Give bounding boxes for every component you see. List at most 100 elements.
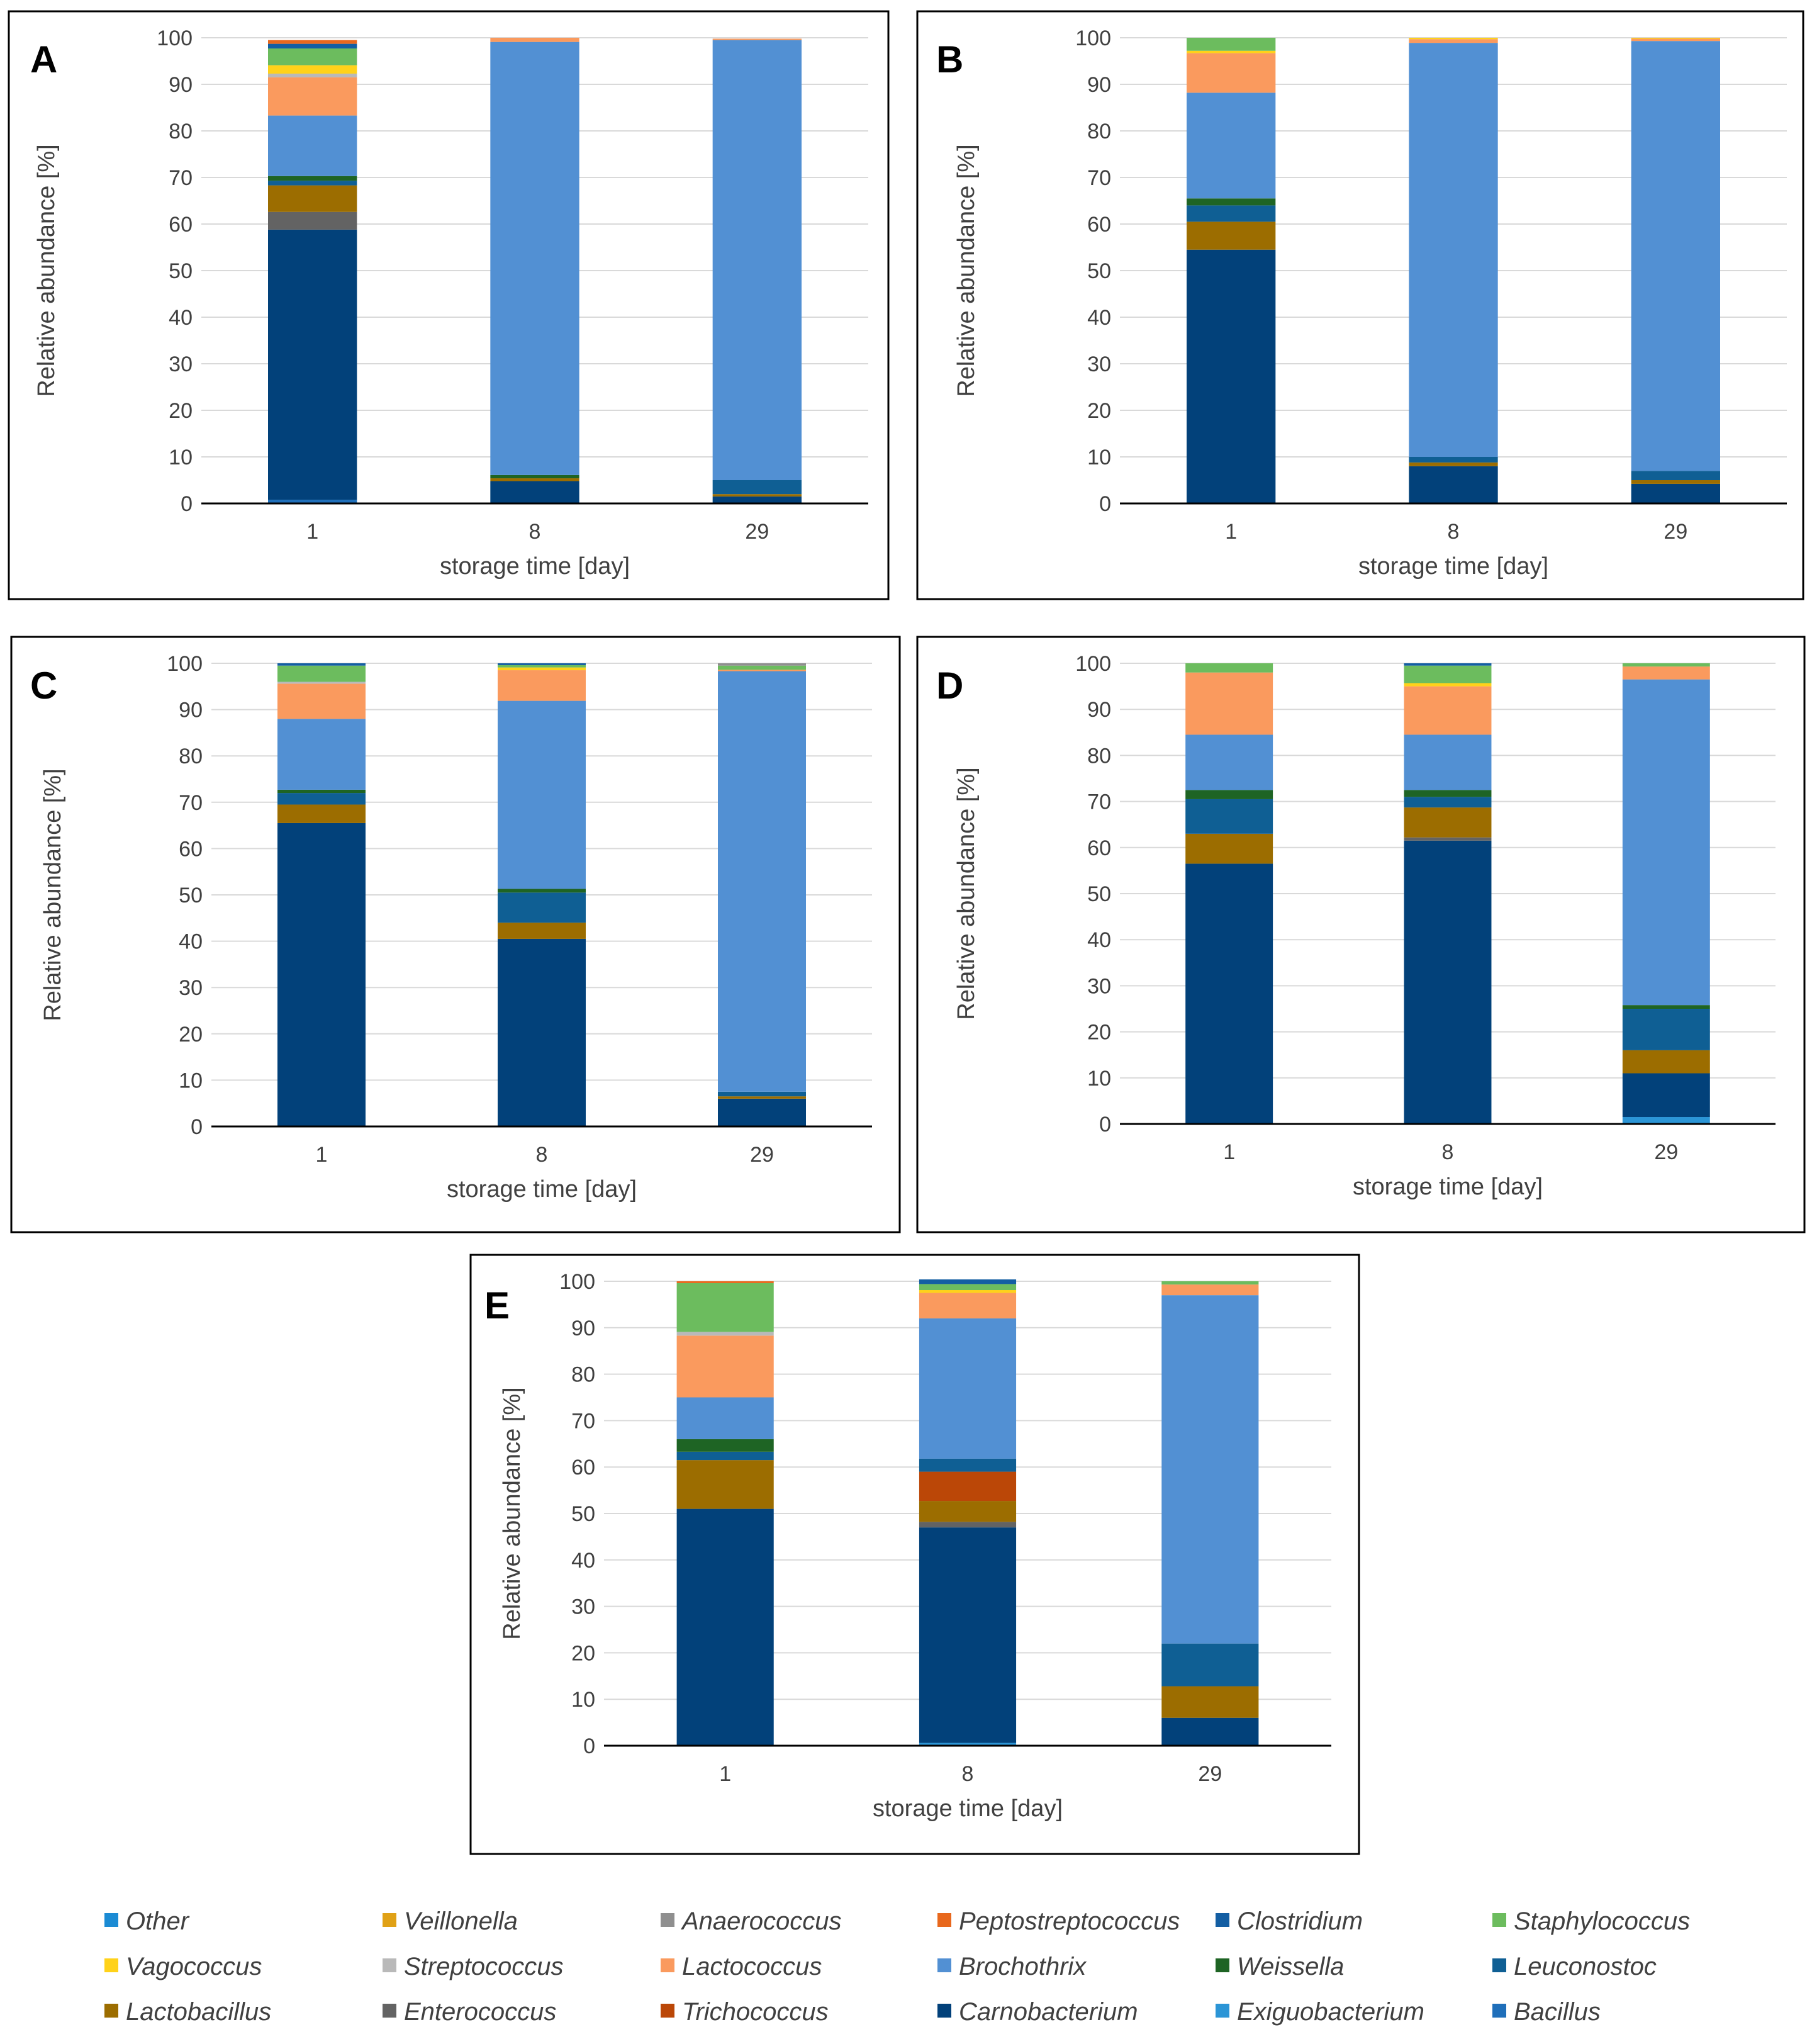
bar-segment-lactobacillus (268, 185, 357, 212)
legend-item-trichococcus: Trichococcus (661, 1998, 829, 2026)
y-tick-label: 50 (571, 1502, 595, 1526)
bar-segment-trichococcus (919, 1471, 1017, 1502)
bar-segment-staphylococcus (1622, 663, 1710, 667)
bar-segment-leuconostoc (1185, 799, 1273, 834)
y-tick-label: 30 (179, 976, 203, 1000)
bar-segment-anaerococcus (718, 663, 806, 666)
bar-segment-lactobacillus (1185, 833, 1273, 864)
bar-segment-clostridium (277, 663, 366, 666)
bar-segment-vagococcus (268, 65, 357, 74)
bar-segment-lactobacillus (676, 1460, 774, 1509)
y-tick-label: 60 (571, 1456, 595, 1480)
bar-segment-carnobacterium (1161, 1717, 1259, 1746)
y-tick-label: 20 (1087, 1021, 1111, 1045)
bar-segment-weissella (490, 474, 579, 479)
bar-segment-vagococcus (919, 1290, 1017, 1293)
bar-segment-lactobacillus (1622, 1050, 1710, 1074)
legend-label: Vagococcus (126, 1953, 262, 1980)
y-axis-title: Relative abundance [%] (499, 1387, 525, 1639)
y-tick-label: 0 (181, 492, 193, 516)
x-tick-label: 8 (529, 520, 541, 544)
bar-segment-staphylococcus (1404, 665, 1492, 683)
bar-segment-carnobacterium (1404, 840, 1492, 1124)
bar-segment-peptostreptococcus (676, 1281, 774, 1283)
bar-segment-staphylococcus (1161, 1281, 1259, 1285)
bar-segment-carnobacterium (676, 1508, 774, 1746)
y-tick-label: 30 (1087, 974, 1111, 998)
y-tick-label: 60 (1087, 836, 1111, 860)
bar-segment-weissella (277, 789, 366, 794)
bar-segment-brochothrix (1161, 1295, 1259, 1644)
bar-segment-enterococcus (268, 211, 357, 230)
x-tick-label: 29 (1654, 1140, 1678, 1164)
y-tick-label: 80 (169, 120, 193, 143)
legend-label: Staphylococcus (1514, 1907, 1690, 1935)
legend-label: Lactobacillus (126, 1998, 271, 2026)
legend-swatch (661, 1913, 674, 1927)
y-tick-label: 30 (169, 352, 193, 376)
bar-segment-lactobacillus (498, 923, 586, 939)
y-tick-label: 80 (1087, 744, 1111, 768)
y-tick-label: 100 (157, 26, 193, 50)
bar-segment-carnobacterium (490, 481, 579, 503)
legend-swatch (104, 1913, 118, 1927)
bar-segment-lactobacillus (1404, 807, 1492, 838)
legend-swatch (104, 1958, 118, 1972)
bar-segment-lactococcus (268, 77, 357, 116)
legend-swatch (383, 2004, 396, 2018)
bar-segment-weissella (1404, 790, 1492, 797)
bar-segment-clostridium (1404, 663, 1492, 666)
y-tick-label: 90 (571, 1317, 595, 1340)
legend-swatch (383, 1958, 396, 1972)
x-tick-label: 1 (316, 1143, 328, 1167)
bar-segment-brochothrix (718, 671, 806, 1092)
y-tick-label: 70 (1087, 166, 1111, 190)
legend-swatch (661, 2004, 674, 2018)
y-tick-label: 70 (179, 791, 203, 815)
bar-segment-lactococcus (1404, 686, 1492, 735)
bar-segment-leuconostoc (1409, 457, 1498, 463)
legend-swatch (1216, 2004, 1229, 2018)
bar-segment-lactococcus (1161, 1284, 1259, 1296)
bar-segment-leuconostoc (919, 1458, 1017, 1472)
bar-segment-lactobacillus (277, 804, 366, 823)
bar-segment-leuconostoc (1187, 205, 1276, 222)
bar-segment-vagococcus (1409, 38, 1498, 40)
legend-swatch (937, 1958, 951, 1972)
y-tick-label: 90 (1087, 698, 1111, 722)
y-tick-label: 0 (191, 1115, 203, 1139)
x-axis-title: storage time [day] (1358, 553, 1548, 580)
bar-segment-brochothrix (712, 40, 802, 480)
bar-segment-lactococcus (1409, 39, 1498, 43)
y-tick-label: 20 (571, 1641, 595, 1665)
bar-segment-staphylococcus (268, 48, 357, 65)
y-tick-label: 90 (1087, 73, 1111, 97)
bar-segment-vagococcus (1187, 50, 1276, 53)
bar-segment-lactococcus (1185, 672, 1273, 735)
bar-segment-carnobacterium (1622, 1073, 1710, 1118)
y-tick-label: 80 (571, 1363, 595, 1387)
bar-segment-weissella (1185, 790, 1273, 799)
bar-segment-leuconostoc (277, 793, 366, 805)
x-axis-title: storage time [day] (1353, 1174, 1543, 1200)
legend-item-lactococcus: Lactococcus (661, 1953, 822, 1980)
bar-segment-leuconostoc (1631, 471, 1720, 480)
bar-segment-carnobacterium (1187, 249, 1276, 503)
bar-segment-lactobacillus (1161, 1686, 1259, 1718)
legend-swatch (661, 1958, 674, 1972)
legend-swatch (937, 2004, 951, 2018)
legend-item-weissella: Weissella (1216, 1953, 1344, 1980)
y-tick-label: 60 (1087, 213, 1111, 237)
legend-label: Leuconostoc (1514, 1953, 1657, 1980)
y-tick-label: 80 (179, 744, 203, 768)
bar-segment-lactobacillus (1631, 480, 1720, 484)
x-tick-label: 29 (745, 520, 769, 544)
y-tick-label: 50 (1087, 882, 1111, 906)
y-tick-label: 40 (179, 930, 203, 954)
legend-item-peptostreptococcus: Peptostreptococcus (937, 1907, 1180, 1935)
legend-label: Lactococcus (682, 1953, 822, 1980)
y-tick-label: 10 (179, 1069, 203, 1092)
y-tick-label: 20 (179, 1023, 203, 1047)
bar-segment-lactococcus (1631, 38, 1720, 42)
